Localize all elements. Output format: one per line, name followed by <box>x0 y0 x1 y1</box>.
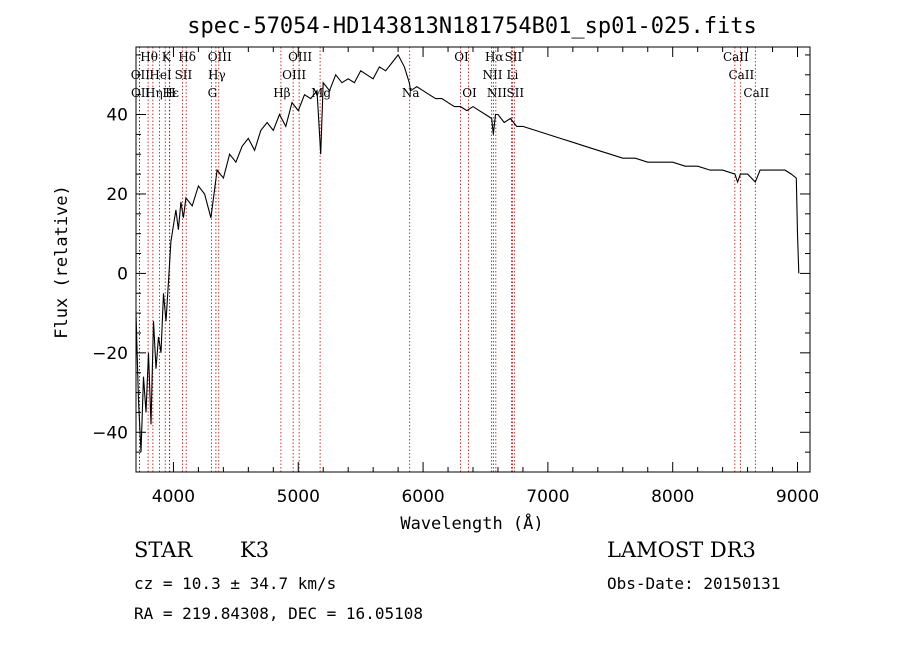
line-label-3: OIII <box>208 50 232 64</box>
line-label-21: G <box>208 86 218 100</box>
line-label-16: CaII <box>728 68 754 82</box>
line-label-24: Na <box>402 86 420 100</box>
y-tick-label--20: −20 <box>92 344 128 364</box>
x-tick-label-5000: 5000 <box>277 487 320 507</box>
survey-name: LAMOST DR3 <box>607 538 756 562</box>
line-label-26: NII <box>487 86 507 100</box>
line-label-8: CaII <box>723 50 749 64</box>
line-label-5: OI <box>454 50 469 64</box>
line-label-19: Hη <box>145 86 163 100</box>
x-tick-label-7000: 7000 <box>526 487 569 507</box>
object-class: STAR <box>134 538 193 562</box>
line-label-13: OIII <box>282 68 306 82</box>
y-tick-label-20: 20 <box>106 185 128 205</box>
object-subclass: K3 <box>240 538 270 562</box>
line-label-14: NII <box>482 68 502 82</box>
y-tick-label-40: 40 <box>106 106 128 126</box>
line-label-25: OI <box>462 86 477 100</box>
line-label-20: H <box>165 86 175 100</box>
y-axis: −40 −20 0 20 40 <box>92 54 810 473</box>
x-tick-label-4000: 4000 <box>152 487 195 507</box>
line-label-15: Li <box>507 68 519 82</box>
line-label-28: CaII <box>743 86 769 100</box>
line-label-11: SII <box>175 68 193 82</box>
y-axis-label: Flux (relative) <box>52 185 72 339</box>
line-label-0: Hθ <box>140 50 158 64</box>
x-tick-label-9000: 9000 <box>776 487 819 507</box>
line-label-12: Hγ <box>208 68 226 82</box>
redshift-cz: cz = 10.3 ± 34.7 km/s <box>134 574 337 593</box>
spectrum-series-line <box>135 53 800 453</box>
line-label-2: Hδ <box>178 50 196 64</box>
chart-title: spec-57054-HD143813N181754B01_sp01-025.f… <box>187 14 757 39</box>
x-axis-label: Wavelength (Å) <box>400 512 543 534</box>
observation-date: Obs-Date: 20150131 <box>607 574 781 593</box>
plot-frame <box>135 46 811 473</box>
line-label-23: Mg <box>311 86 331 100</box>
line-label-17: OII <box>131 86 151 100</box>
y-tick-label-0: 0 <box>117 264 128 284</box>
line-label-7: SII <box>505 50 523 64</box>
line-label-22: Hβ <box>273 86 290 100</box>
spectral-line-markers <box>138 47 756 472</box>
line-label-4: OIII <box>288 50 312 64</box>
line-label-6: Hα <box>485 50 504 64</box>
line-label-1: K <box>162 50 172 64</box>
line-label-9: OII <box>131 68 151 82</box>
x-tick-label-6000: 6000 <box>401 487 444 507</box>
ra-dec-coordinates: RA = 219.84308, DEC = 16.05108 <box>134 604 423 623</box>
x-tick-label-8000: 8000 <box>651 487 694 507</box>
line-label-18: Hε <box>162 86 179 100</box>
x-axis: 4000 5000 6000 7000 8000 9000 <box>152 47 819 507</box>
y-tick-label--40: −40 <box>92 423 128 443</box>
line-label-27: SII <box>506 86 524 100</box>
line-label-10: HeI <box>149 68 172 82</box>
